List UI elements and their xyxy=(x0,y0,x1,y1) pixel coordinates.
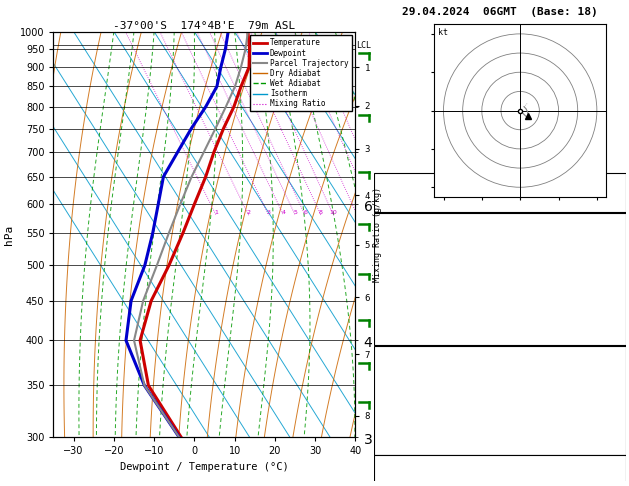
Text: Lifted Index: Lifted Index xyxy=(382,400,451,410)
Bar xyxy=(374,213,626,346)
Bar xyxy=(374,347,626,455)
Legend: Temperature, Dewpoint, Parcel Trajectory, Dry Adiabat, Wet Adiabat, Isotherm, Mi: Temperature, Dewpoint, Parcel Trajectory… xyxy=(250,35,352,111)
Text: 0: 0 xyxy=(613,437,618,446)
Text: K: K xyxy=(382,175,387,184)
Text: 5: 5 xyxy=(293,210,297,215)
Text: 8: 8 xyxy=(319,210,323,215)
Text: 6: 6 xyxy=(613,175,618,184)
Text: 0: 0 xyxy=(613,419,618,428)
Text: Lifted Index: Lifted Index xyxy=(382,288,451,297)
Text: θε (K): θε (K) xyxy=(382,382,416,392)
Text: Pressure (mb): Pressure (mb) xyxy=(382,364,457,373)
Text: CAPE (J): CAPE (J) xyxy=(382,307,428,316)
Y-axis label: hPa: hPa xyxy=(4,225,14,244)
Text: 2: 2 xyxy=(247,210,250,215)
Text: Temp (°C): Temp (°C) xyxy=(382,231,433,240)
Text: 10: 10 xyxy=(330,210,337,215)
Text: 3: 3 xyxy=(267,210,270,215)
Text: Hodograph: Hodograph xyxy=(473,457,527,467)
Text: Dewp (°C): Dewp (°C) xyxy=(382,250,433,259)
Text: 4: 4 xyxy=(282,210,286,215)
Text: CIN (J): CIN (J) xyxy=(382,327,422,335)
Text: CAPE (J): CAPE (J) xyxy=(382,419,428,428)
Text: 303: 303 xyxy=(601,382,618,392)
Text: Most Unstable: Most Unstable xyxy=(461,348,539,358)
Bar xyxy=(374,455,626,486)
Text: EH: EH xyxy=(382,473,393,482)
Text: 1020: 1020 xyxy=(595,364,618,373)
Text: 6: 6 xyxy=(613,400,618,410)
Text: 1.36: 1.36 xyxy=(595,198,618,207)
Bar xyxy=(374,173,626,212)
Text: CIN (J): CIN (J) xyxy=(382,437,422,446)
Text: 6: 6 xyxy=(613,288,618,297)
Title: -37°00'S  174°4B'E  79m ASL: -37°00'S 174°4B'E 79m ASL xyxy=(113,21,296,31)
Text: Surface: Surface xyxy=(479,215,521,225)
Text: 0: 0 xyxy=(613,327,618,335)
Y-axis label: km
ASL: km ASL xyxy=(416,226,436,243)
Text: Mixing Ratio (g/kg): Mixing Ratio (g/kg) xyxy=(373,187,382,282)
Text: θε(K): θε(K) xyxy=(382,269,411,278)
Text: 1: 1 xyxy=(214,210,218,215)
Text: LCL: LCL xyxy=(357,41,372,50)
Text: 13.3: 13.3 xyxy=(595,231,618,240)
Text: 6: 6 xyxy=(303,210,307,215)
Text: 0: 0 xyxy=(613,307,618,316)
Text: 8.4: 8.4 xyxy=(601,250,618,259)
Text: Totals Totals: Totals Totals xyxy=(382,187,457,195)
X-axis label: Dewpoint / Temperature (°C): Dewpoint / Temperature (°C) xyxy=(120,462,289,472)
Text: -26: -26 xyxy=(601,473,618,482)
Text: PW (cm): PW (cm) xyxy=(382,198,422,207)
Text: 29.04.2024  06GMT  (Base: 18): 29.04.2024 06GMT (Base: 18) xyxy=(402,7,598,17)
Text: 42: 42 xyxy=(607,187,618,195)
Text: kt: kt xyxy=(438,28,448,37)
Text: 303: 303 xyxy=(601,269,618,278)
